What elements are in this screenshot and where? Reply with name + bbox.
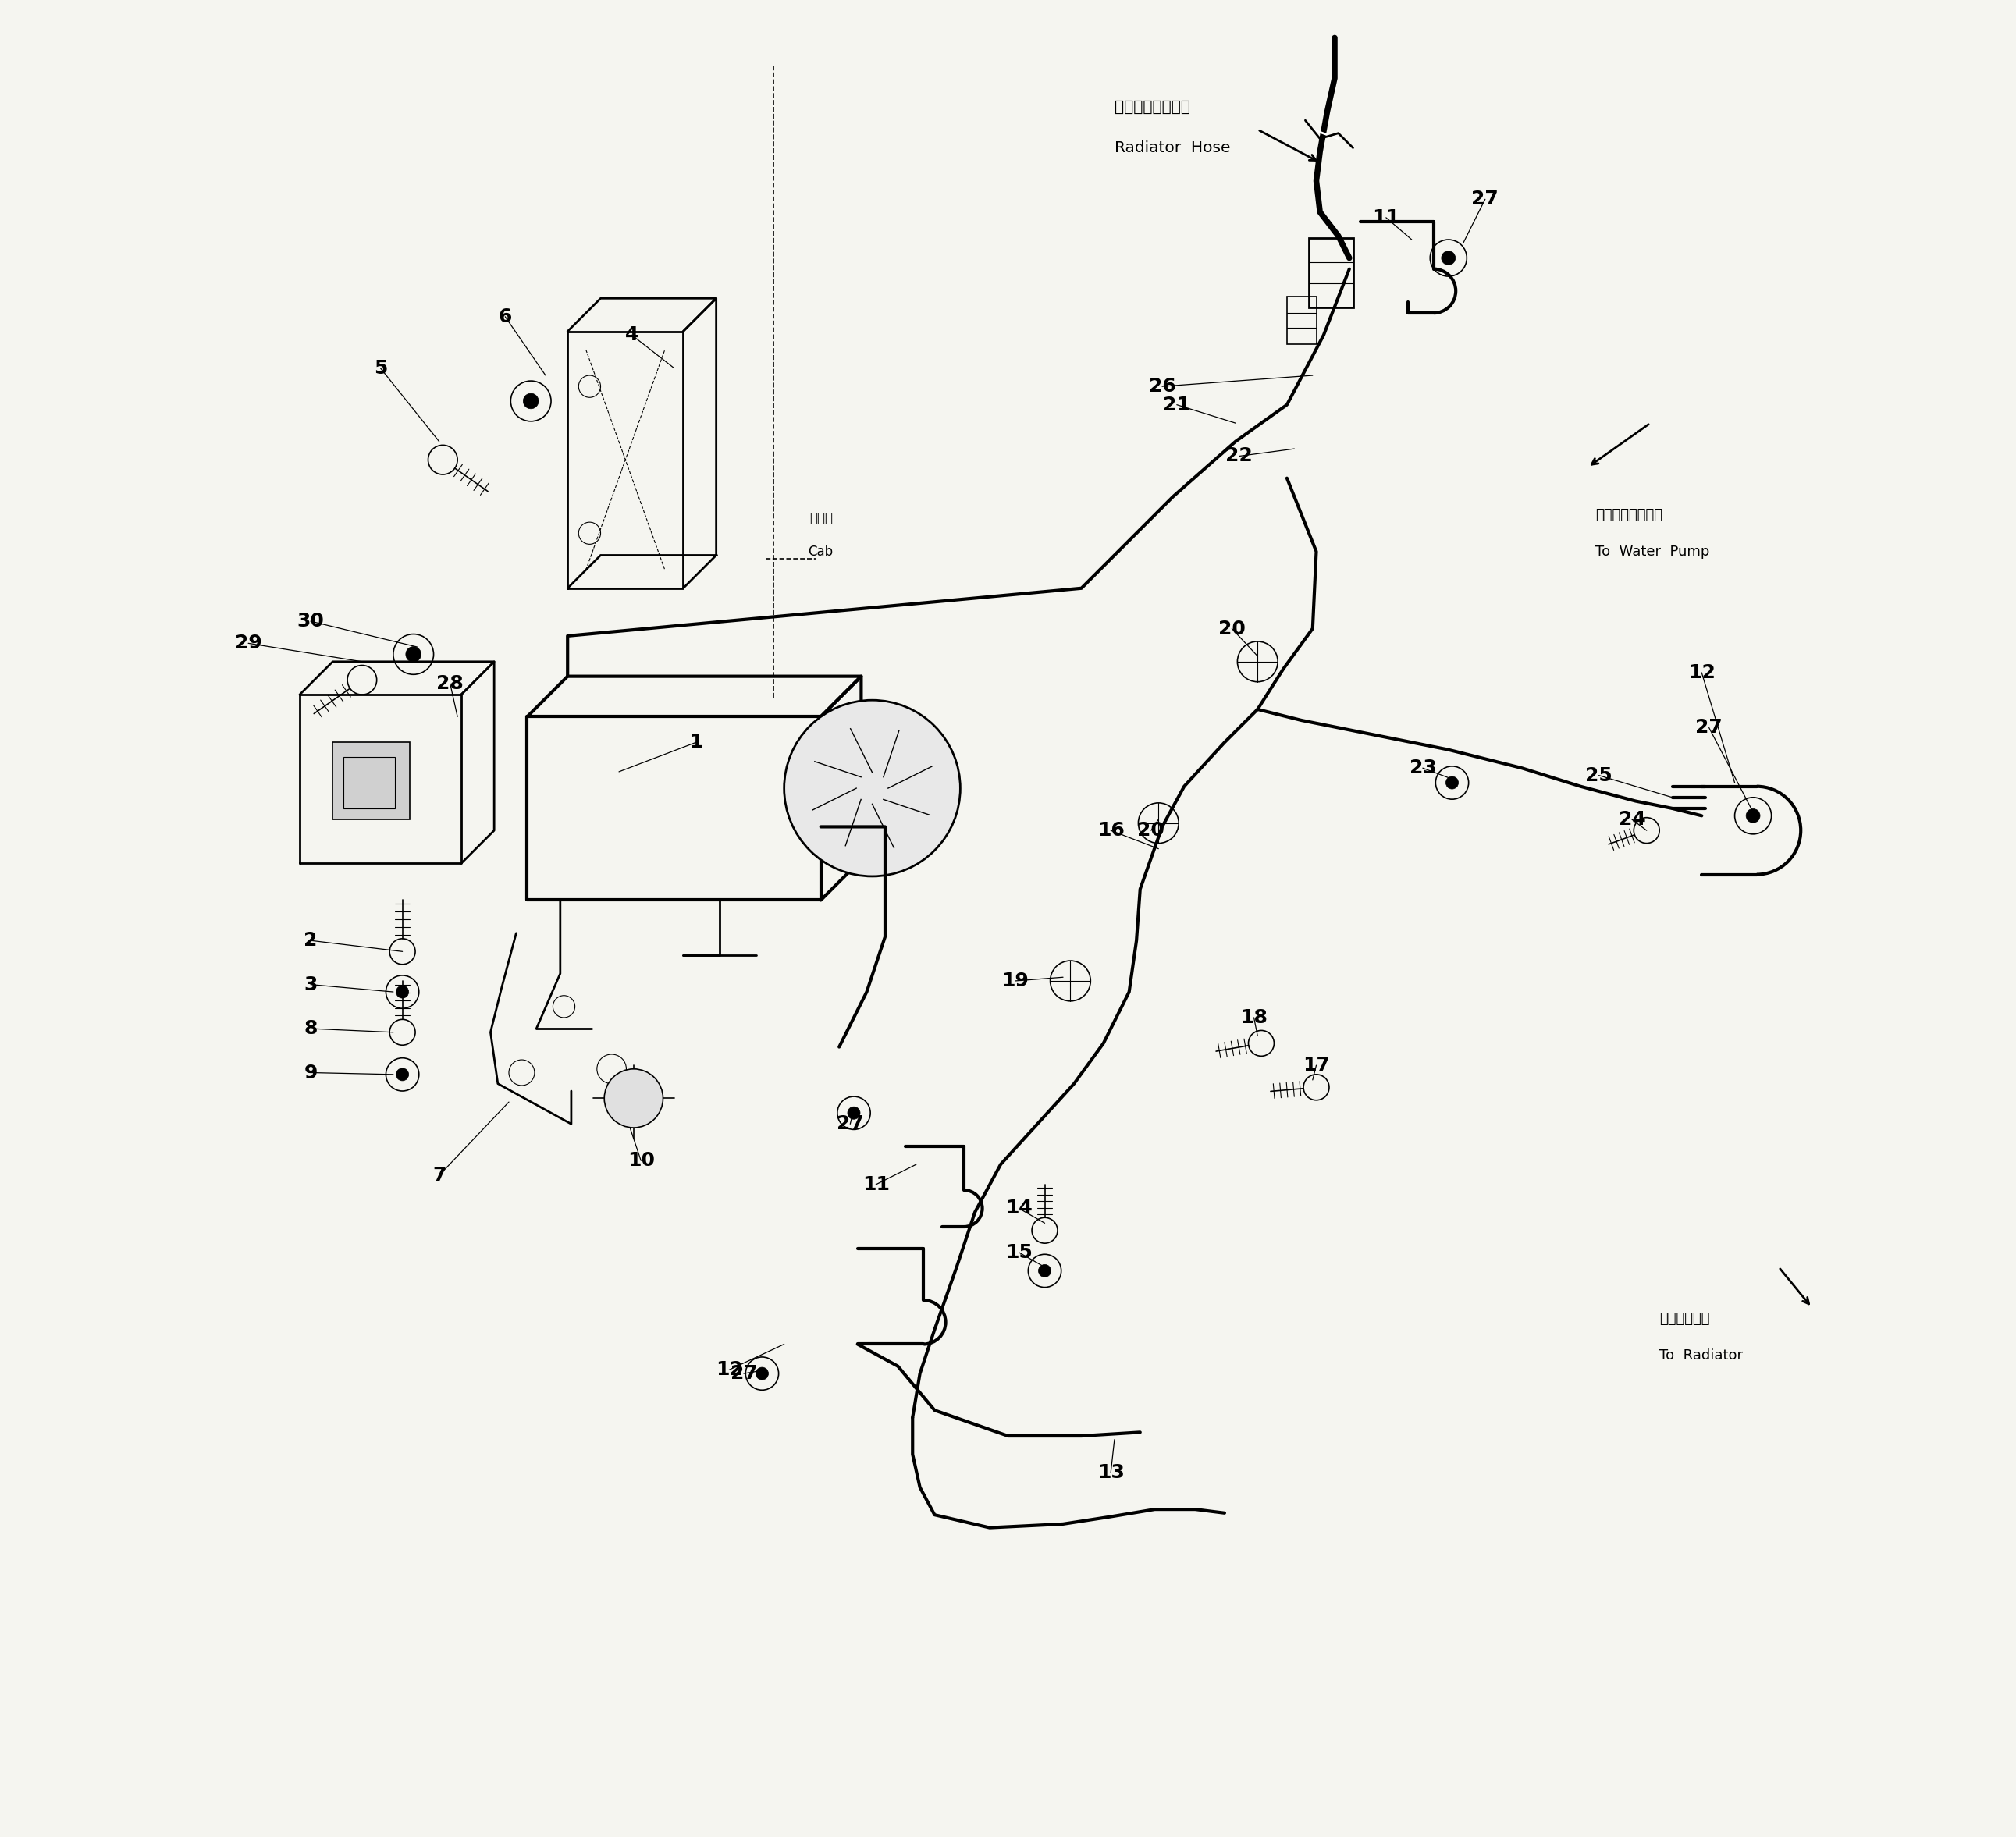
Text: 27: 27 [730,1365,758,1383]
Text: 21: 21 [1163,395,1189,413]
Text: 16: 16 [1097,821,1125,840]
Text: 11: 11 [863,1176,889,1194]
Circle shape [405,647,421,661]
Text: 29: 29 [234,634,262,652]
Text: 23: 23 [1409,759,1435,777]
Circle shape [1445,777,1458,790]
Text: 8: 8 [304,1020,317,1038]
Text: 30: 30 [296,612,325,630]
Text: Radiator  Hose: Radiator Hose [1115,140,1230,156]
Circle shape [1441,252,1456,265]
Circle shape [1038,1264,1050,1277]
Text: 14: 14 [1006,1200,1032,1218]
Text: 12: 12 [1687,663,1716,682]
Text: 27: 27 [1472,189,1498,209]
Text: 27: 27 [837,1115,863,1133]
Circle shape [605,1069,663,1128]
Text: 1: 1 [689,733,704,751]
Text: 28: 28 [437,674,464,693]
Text: ウォータポンプヘ: ウォータポンプヘ [1595,507,1663,522]
Text: To  Radiator: To Radiator [1659,1348,1744,1363]
Text: 24: 24 [1619,810,1645,828]
Text: 25: 25 [1585,766,1613,784]
Text: 10: 10 [627,1152,655,1170]
Text: 3: 3 [304,975,317,994]
Circle shape [1746,808,1760,823]
Text: 5: 5 [373,358,387,377]
Circle shape [847,1106,861,1119]
Circle shape [756,1367,768,1380]
Bar [1308,237,1353,307]
Text: 17: 17 [1302,1056,1331,1075]
Text: 7: 7 [431,1166,446,1185]
Text: To  Water  Pump: To Water Pump [1595,544,1710,558]
Text: 26: 26 [1149,377,1175,395]
Text: 22: 22 [1226,446,1252,465]
Text: 11: 11 [1373,208,1399,228]
Text: 20: 20 [1137,821,1165,840]
Circle shape [859,775,885,801]
Text: 12: 12 [716,1361,742,1380]
Text: 6: 6 [498,307,512,325]
Circle shape [784,700,960,876]
Text: 18: 18 [1240,1009,1268,1027]
Text: キャブ: キャブ [808,511,833,525]
Text: 2: 2 [304,931,317,950]
Bar [1286,296,1316,344]
Text: 27: 27 [1695,718,1722,737]
Text: 15: 15 [1006,1244,1032,1262]
Text: ラジエータヘ: ラジエータヘ [1659,1312,1710,1326]
Text: 20: 20 [1218,619,1246,637]
Bar [343,757,395,808]
Circle shape [395,986,409,997]
Circle shape [395,1067,409,1080]
Text: Cab: Cab [808,544,833,558]
Text: 19: 19 [1002,972,1028,990]
Bar [333,742,409,819]
Circle shape [524,393,538,410]
Text: 13: 13 [1097,1464,1125,1482]
Text: 9: 9 [304,1064,317,1082]
Text: ラジエータホース: ラジエータホース [1115,99,1189,116]
Text: 4: 4 [625,325,639,344]
